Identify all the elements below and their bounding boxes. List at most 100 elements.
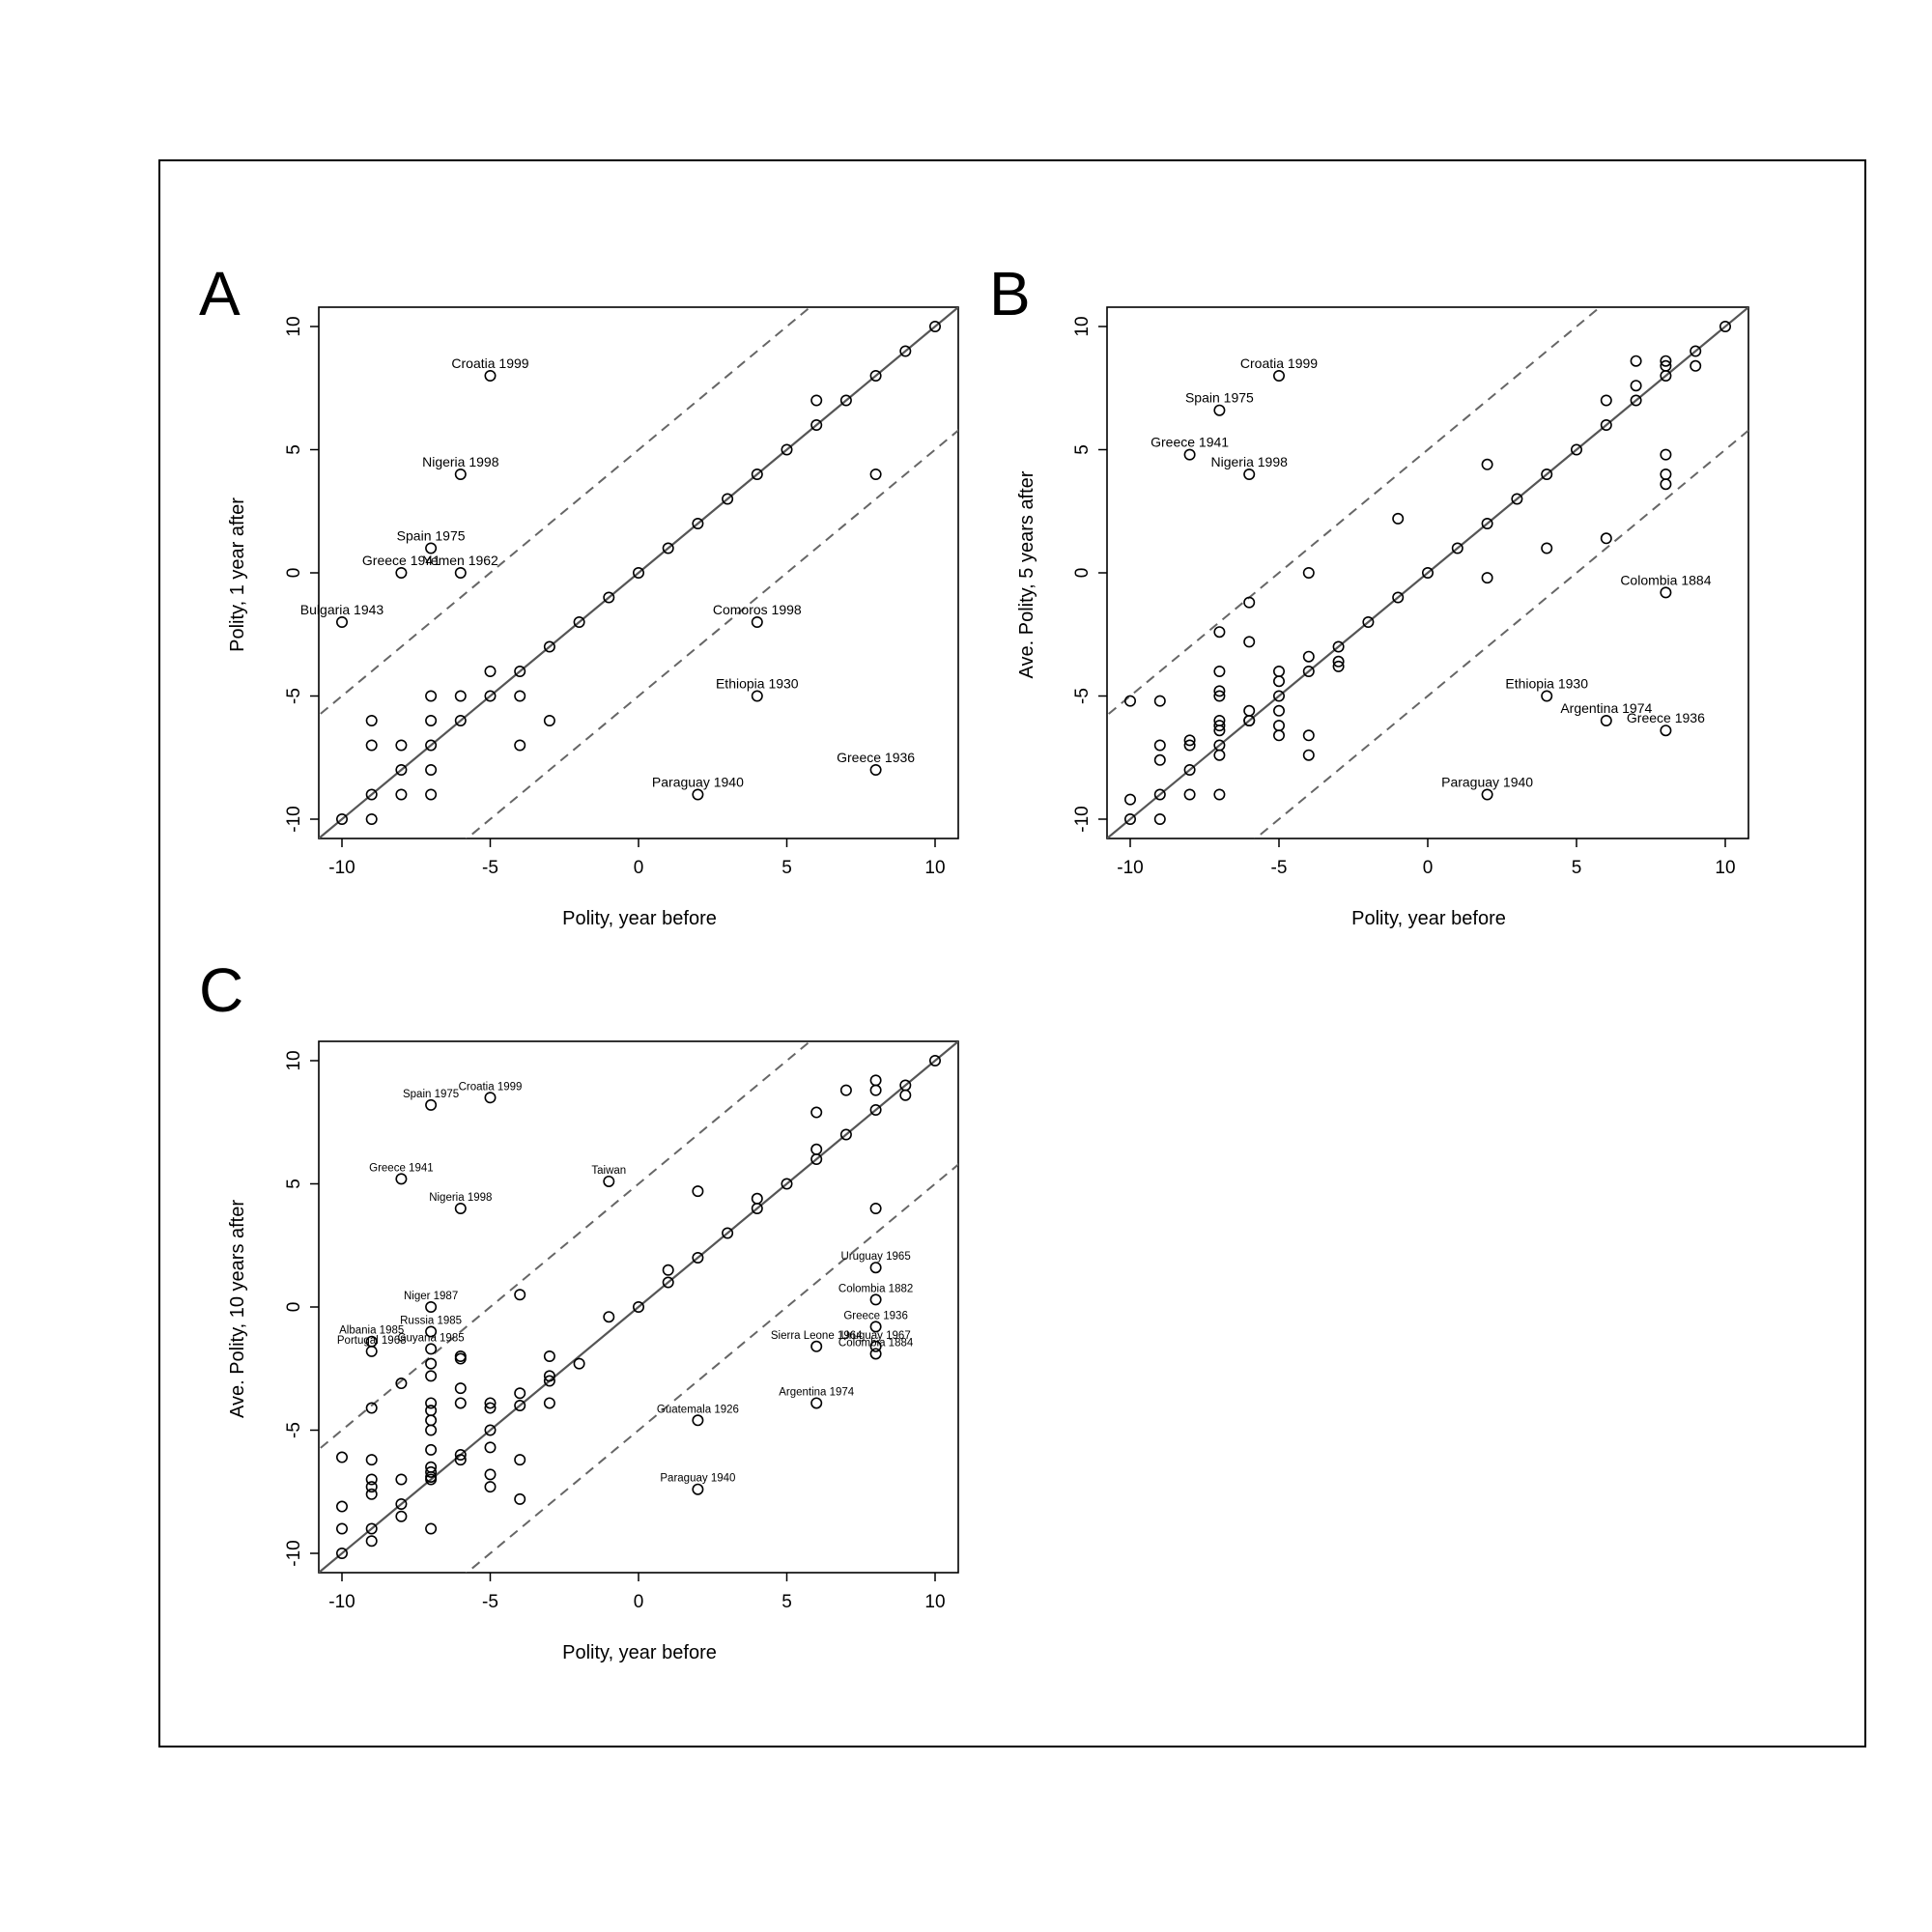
data-point [1213, 685, 1226, 697]
point-annotation: Paraguay 1940 [660, 1473, 735, 1485]
data-point [543, 1397, 555, 1409]
data-point [1302, 566, 1315, 579]
data-point [425, 1370, 438, 1382]
data-point [1332, 660, 1345, 672]
point-annotation: Guyana 1985 [398, 1332, 465, 1344]
data-point [1153, 753, 1166, 766]
data-point [425, 542, 438, 554]
data-point [692, 1483, 704, 1495]
data-point [1273, 665, 1286, 677]
x-tick-label: 0 [634, 1592, 644, 1612]
data-point [1213, 724, 1226, 737]
data-point [514, 690, 526, 702]
point-annotation: Argentina 1974 [779, 1386, 855, 1398]
data-point [335, 615, 348, 628]
data-point [1600, 418, 1612, 431]
data-point [1273, 675, 1286, 688]
data-point [899, 1089, 912, 1101]
lower-dashed-line [1254, 429, 1748, 838]
data-point [1630, 355, 1642, 367]
point-annotation: Portugal 1968 [337, 1335, 407, 1347]
data-point [1183, 448, 1196, 461]
point-annotation: Nigeria 1998 [429, 1192, 492, 1204]
data-point [810, 1106, 823, 1119]
data-point [365, 739, 378, 752]
data-point [1481, 517, 1493, 529]
data-point [395, 1173, 408, 1185]
data-point [1243, 704, 1256, 717]
data-point [662, 1276, 674, 1289]
data-point [1153, 812, 1166, 825]
data-point [603, 591, 615, 604]
data-point [425, 1465, 438, 1478]
panel-c-points [335, 1055, 941, 1560]
data-point [869, 369, 882, 382]
data-point [692, 788, 704, 801]
data-point [928, 1055, 941, 1067]
data-point [632, 566, 644, 579]
data-point [484, 1092, 497, 1104]
data-point [484, 1402, 497, 1414]
data-point [425, 1470, 438, 1483]
data-point [425, 739, 438, 752]
data-point [1213, 749, 1226, 761]
data-point [484, 690, 497, 702]
data-point [1332, 640, 1345, 653]
data-point [1243, 636, 1256, 648]
y-tick-label: 5 [284, 444, 304, 455]
data-point [425, 1405, 438, 1417]
point-annotation: Colombia 1882 [838, 1283, 913, 1294]
point-annotation: Greece 1936 [1627, 710, 1705, 725]
point-annotation: Nigeria 1998 [422, 454, 499, 469]
panel-b-points [1124, 320, 1732, 825]
data-point [1600, 714, 1612, 726]
data-point [514, 1387, 526, 1400]
data-point [781, 1178, 793, 1190]
data-point [454, 690, 467, 702]
identity-line [1107, 307, 1748, 838]
data-point [1243, 468, 1256, 480]
point-annotation: Bulgaria 1943 [300, 602, 384, 617]
y-tick-label: -10 [284, 806, 304, 832]
data-point [781, 443, 793, 456]
point-annotation: Greece 1941 [1151, 435, 1229, 450]
data-point [751, 690, 763, 702]
data-point [839, 1084, 852, 1096]
data-point [1124, 812, 1137, 825]
data-point [1690, 345, 1702, 357]
data-point [1660, 359, 1672, 372]
data-point [1630, 394, 1642, 407]
data-point [365, 1522, 378, 1535]
data-point [1541, 542, 1553, 554]
y-tick-label: -5 [1072, 688, 1093, 704]
data-point [1273, 690, 1286, 702]
x-tick-label: -5 [1271, 858, 1288, 878]
data-point [454, 1203, 467, 1215]
data-point [869, 1084, 882, 1096]
panel-a-reference-lines [319, 307, 958, 838]
data-point [1422, 566, 1435, 579]
data-point [692, 517, 704, 529]
panel-a-annotations: Croatia 1999 Nigeria 1998 Spain 1975 Greece… [300, 355, 915, 790]
data-point [395, 1510, 408, 1522]
panel-b-ylabel: Ave. Polity, 5 years after [1016, 470, 1037, 678]
point-annotation: Colombia 1884 [1620, 572, 1711, 587]
x-tick-label: 10 [1715, 858, 1735, 878]
point-annotation: Colombia 1884 [838, 1337, 914, 1349]
data-point [1183, 739, 1196, 752]
data-point [1273, 729, 1286, 742]
data-point [1600, 394, 1612, 407]
data-point [454, 1397, 467, 1409]
data-point [810, 1397, 823, 1409]
x-tick-label: -10 [1117, 858, 1143, 878]
data-point [395, 788, 408, 801]
data-point [692, 1252, 704, 1264]
data-point [514, 1492, 526, 1505]
y-tick-label: 5 [284, 1179, 304, 1189]
data-point [514, 1454, 526, 1466]
data-point [810, 418, 823, 431]
data-point [869, 763, 882, 776]
data-point [1332, 655, 1345, 668]
point-annotation: Uruguay 1965 [840, 1251, 910, 1263]
data-point [425, 1325, 438, 1338]
